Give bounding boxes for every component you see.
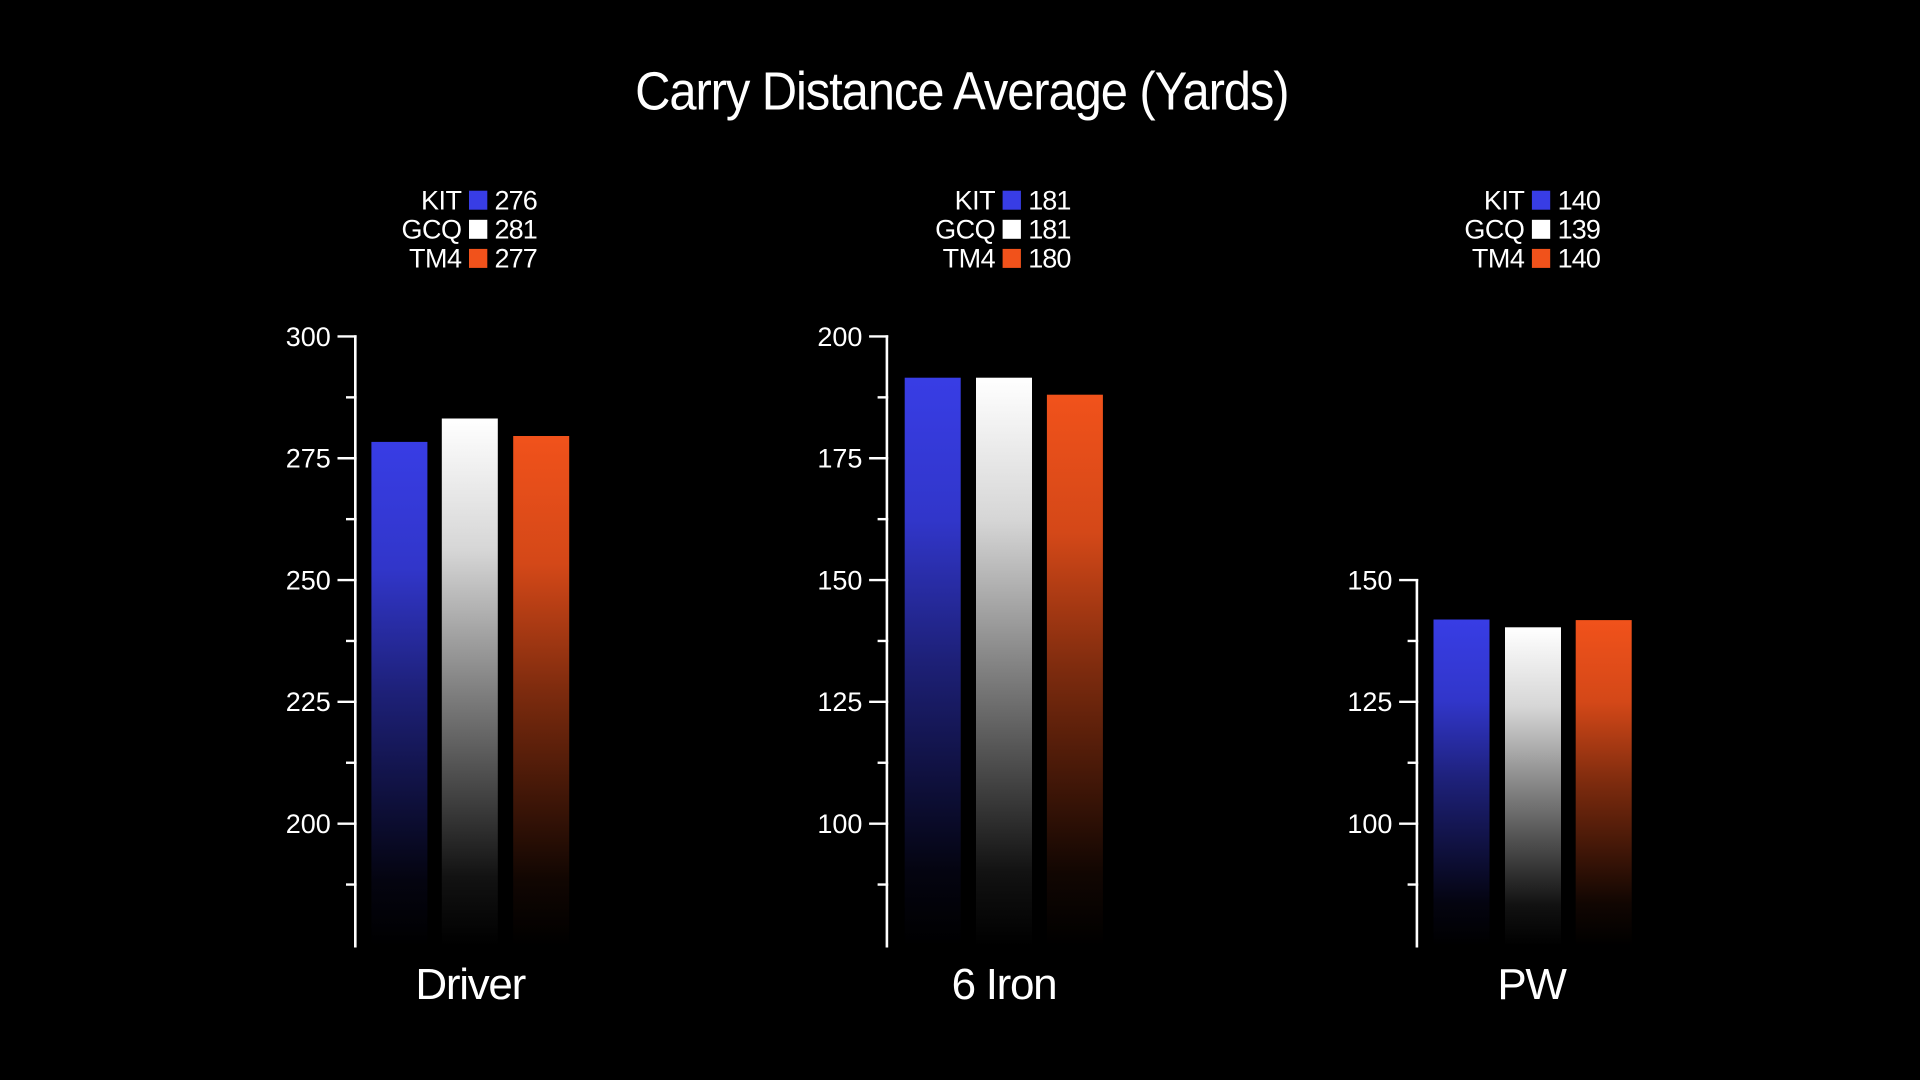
svg-text:100: 100 [817, 809, 862, 839]
svg-text:200: 200 [817, 322, 862, 352]
svg-text:TM4: TM4 [943, 244, 996, 274]
svg-text:TM4: TM4 [409, 244, 462, 274]
svg-text:277: 277 [495, 244, 537, 274]
svg-text:TM4: TM4 [1472, 244, 1525, 274]
svg-text:140: 140 [1558, 244, 1600, 274]
svg-text:180: 180 [1028, 244, 1070, 274]
svg-text:150: 150 [1347, 565, 1392, 595]
svg-text:250: 250 [286, 565, 331, 595]
svg-text:181: 181 [1028, 215, 1070, 245]
svg-text:281: 281 [495, 215, 537, 245]
svg-text:Driver: Driver [415, 960, 525, 1009]
svg-text:200: 200 [286, 809, 331, 839]
svg-text:100: 100 [1347, 809, 1392, 839]
svg-text:181: 181 [1028, 186, 1070, 216]
svg-text:125: 125 [1347, 687, 1392, 717]
svg-text:KIT: KIT [955, 186, 996, 216]
svg-text:140: 140 [1558, 186, 1600, 216]
svg-text:KIT: KIT [421, 186, 462, 216]
svg-text:300: 300 [286, 322, 331, 352]
svg-text:275: 275 [286, 444, 331, 474]
svg-text:150: 150 [817, 565, 862, 595]
svg-text:139: 139 [1558, 215, 1600, 245]
svg-text:GCQ: GCQ [935, 215, 995, 245]
svg-text:225: 225 [286, 687, 331, 717]
svg-text:GCQ: GCQ [401, 215, 461, 245]
svg-text:KIT: KIT [1484, 186, 1525, 216]
svg-text:175: 175 [817, 444, 862, 474]
svg-text:6 Iron: 6 Iron [952, 960, 1057, 1009]
svg-text:PW: PW [1497, 960, 1567, 1009]
svg-text:GCQ: GCQ [1464, 215, 1524, 245]
svg-text:Carry Distance Average (Yards): Carry Distance Average (Yards) [635, 60, 1288, 121]
svg-text:125: 125 [817, 687, 862, 717]
svg-text:276: 276 [495, 186, 537, 216]
